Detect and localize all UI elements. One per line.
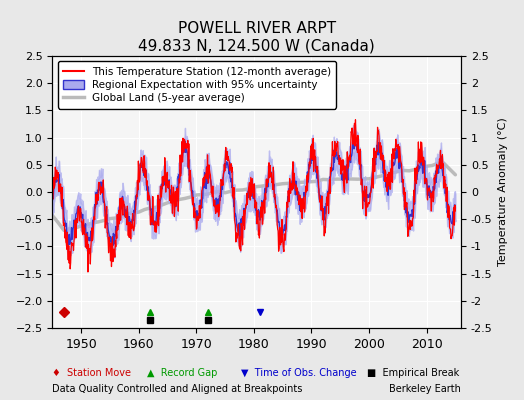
Text: ▲  Record Gap: ▲ Record Gap [147,368,217,378]
Legend: This Temperature Station (12-month average), Regional Expectation with 95% uncer: This Temperature Station (12-month avera… [58,61,336,108]
Text: ■  Empirical Break: ■ Empirical Break [367,368,459,378]
Title: POWELL RIVER ARPT
49.833 N, 124.500 W (Canada): POWELL RIVER ARPT 49.833 N, 124.500 W (C… [138,21,375,54]
Text: Data Quality Controlled and Aligned at Breakpoints: Data Quality Controlled and Aligned at B… [52,384,303,394]
Y-axis label: Temperature Anomaly (°C): Temperature Anomaly (°C) [498,118,508,266]
Text: Berkeley Earth: Berkeley Earth [389,384,461,394]
Text: ▼  Time of Obs. Change: ▼ Time of Obs. Change [241,368,357,378]
Text: ♦  Station Move: ♦ Station Move [52,368,132,378]
